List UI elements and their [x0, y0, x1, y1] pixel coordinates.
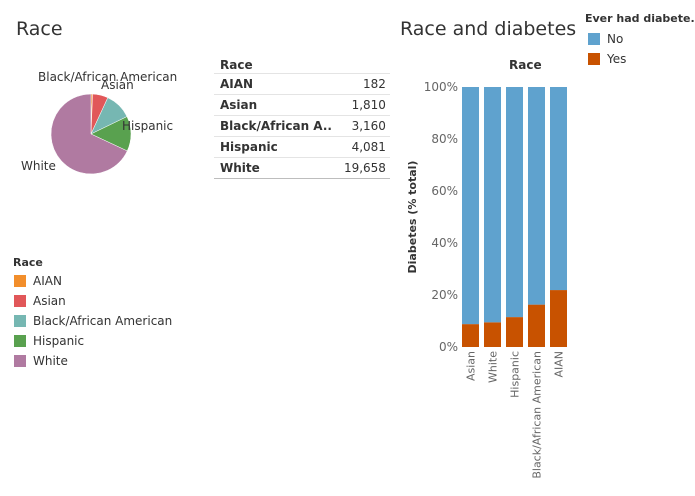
table-row[interactable]: Black/African A.. 3,160 — [214, 115, 390, 137]
x-tick-label: White — [487, 351, 500, 383]
legend-swatch-hispanic — [14, 335, 26, 347]
legend-label-asian: Asian — [33, 294, 66, 308]
bar-segment-no[interactable] — [484, 87, 501, 323]
table-cell-label: AIAN — [214, 73, 336, 95]
bar-segment-yes[interactable] — [528, 304, 545, 347]
y-tick-label: 20% — [431, 288, 458, 302]
bar-segment-yes[interactable] — [484, 322, 501, 347]
legend-item-hispanic[interactable]: Hispanic — [14, 334, 84, 348]
y-tick-label: 100% — [424, 80, 458, 94]
pie-label-black: Black/African American — [38, 70, 177, 84]
table-row[interactable]: Hispanic 4,081 — [214, 136, 390, 158]
x-tick-label: Asian — [465, 351, 478, 381]
table-row[interactable]: White 19,658 — [214, 157, 390, 179]
table-row[interactable]: Asian 1,810 — [214, 94, 390, 116]
legend-label-hispanic: Hispanic — [33, 334, 85, 348]
table-cell-value: 182 — [335, 73, 390, 95]
legend-swatch-white — [14, 355, 26, 367]
table-cell-label: Hispanic — [214, 136, 336, 158]
x-tick-label: Hispanic — [509, 351, 522, 398]
x-tick-label: AIAN — [553, 351, 566, 378]
bar-segment-yes[interactable] — [462, 324, 479, 347]
legend-item-aian[interactable]: AIAN — [14, 274, 62, 288]
table-header-row: Race — [214, 57, 390, 74]
y-tick-label: 40% — [431, 236, 458, 250]
legend-label-aian: AIAN — [33, 274, 62, 288]
legend-swatch-asian — [14, 295, 26, 307]
y-axis-label: Diabetes (% total) — [406, 161, 419, 274]
pie-chart-title: Race — [16, 18, 63, 40]
legend-swatch-yes — [588, 53, 600, 65]
legend-label-black: Black/African American — [33, 314, 173, 328]
y-tick-label: 0% — [439, 340, 458, 354]
legend-swatch-aian — [14, 275, 26, 287]
table-cell-value: 4,081 — [335, 136, 390, 158]
legend-item-no[interactable]: No — [588, 32, 623, 46]
table-cell-value: 3,160 — [335, 115, 390, 137]
legend-label-yes: Yes — [607, 52, 627, 66]
table-cell-value: 1,810 — [335, 94, 390, 116]
bar-segment-yes[interactable] — [506, 317, 523, 347]
legend-item-yes[interactable]: Yes — [588, 52, 626, 66]
pie-label-white: White — [21, 159, 56, 173]
bar-chart-title: Race and diabetes — [400, 18, 577, 40]
race-legend-title: Race — [13, 256, 43, 269]
table-cell-label: Asian — [214, 94, 336, 116]
bar-segment-no[interactable] — [550, 87, 567, 291]
table-header: Race — [220, 58, 253, 72]
table-cell-label: White — [214, 157, 336, 179]
bar-segment-no[interactable] — [462, 87, 479, 325]
diabetes-stacked-bar-chart: Diabetes (% total) 0% 20% 40% 60% 80% 100% As… — [406, 80, 567, 479]
y-tick-label: 80% — [431, 132, 458, 146]
bar-segment-yes[interactable] — [550, 290, 567, 347]
table-cell-label: Black/African A.. — [214, 115, 336, 137]
legend-item-asian[interactable]: Asian — [14, 294, 66, 308]
y-tick-label: 60% — [431, 184, 458, 198]
pie-label-asian: Asian — [101, 78, 134, 92]
table-cell-value: 19,658 — [335, 157, 390, 179]
race-pie-chart: Black/African American Asian Hispanic Wh… — [21, 70, 177, 175]
legend-swatch-black — [14, 315, 26, 327]
table-row[interactable]: AIAN 182 — [214, 73, 390, 95]
bar-segment-no[interactable] — [506, 87, 523, 318]
bar-column-header: Race — [509, 58, 542, 72]
legend-swatch-no — [588, 33, 600, 45]
pie-label-hispanic: Hispanic — [122, 119, 173, 133]
legend-item-black[interactable]: Black/African American — [14, 314, 172, 328]
legend-label-white: White — [33, 354, 68, 368]
bar-segment-no[interactable] — [528, 87, 545, 305]
race-count-table: Race AIAN 182 Asian 1,810 Black/African … — [214, 57, 390, 179]
legend-item-white[interactable]: White — [14, 354, 68, 368]
diabetes-legend-title: Ever had diabete.. — [585, 12, 695, 25]
legend-label-no: No — [607, 32, 624, 46]
x-tick-label: Black/African American — [531, 351, 544, 479]
pie-slice-white[interactable] — [50, 93, 128, 175]
